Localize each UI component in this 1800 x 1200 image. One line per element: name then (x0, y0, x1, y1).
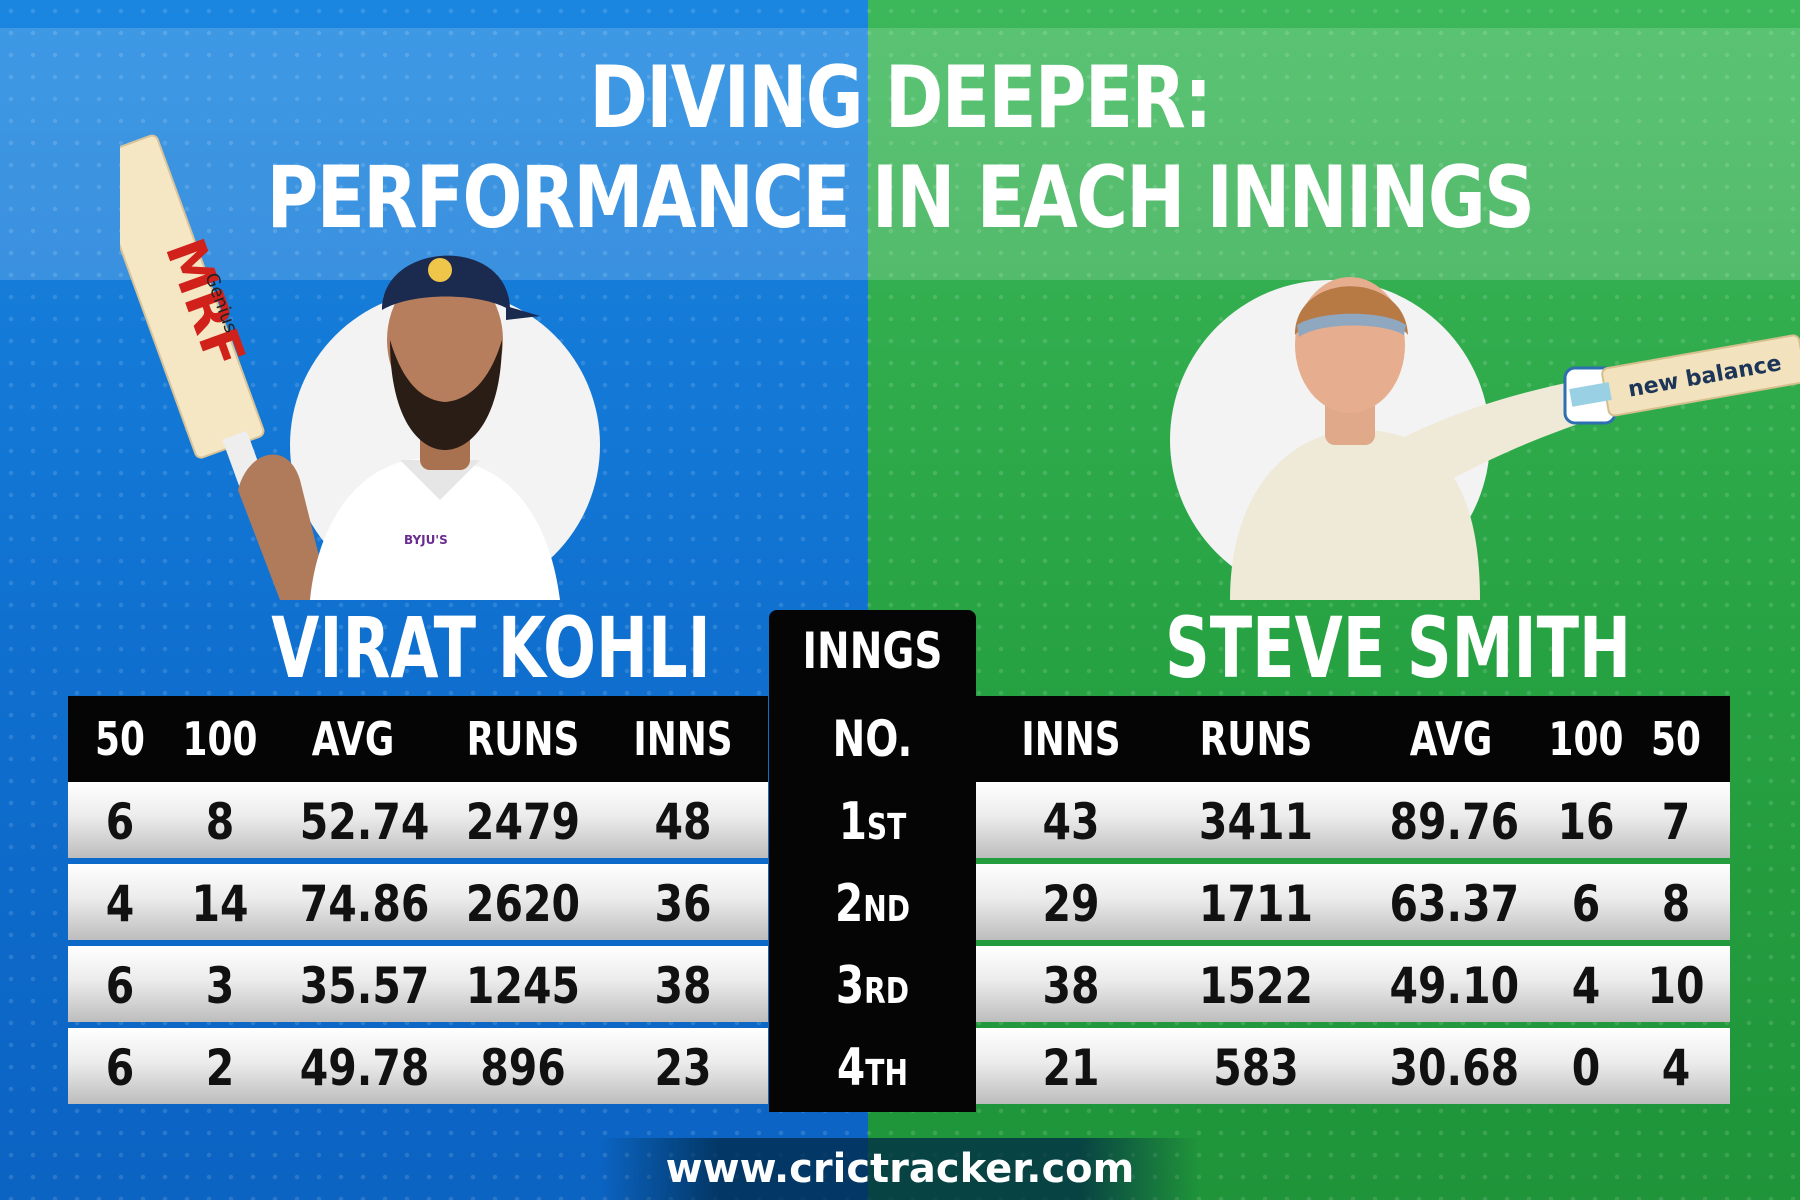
kohli-name: VIRAT KOHLI (271, 599, 711, 697)
smith-cell: 7 (1661, 793, 1691, 851)
table-row: 43 3411 89.76 16 7 (976, 782, 1730, 858)
kohli-cell: 35.57 (299, 957, 430, 1015)
kohli-cell: 52.74 (299, 793, 430, 851)
kohli-cell: 2 (205, 1039, 235, 1097)
kohli-table-header: 50 100 AVG RUNS INNS (68, 696, 768, 782)
innings-suffix: TH (865, 1053, 908, 1094)
smith-cell: 1522 (1198, 957, 1314, 1015)
smith-cell: 49.10 (1389, 957, 1520, 1015)
kohli-cell: 1245 (465, 957, 581, 1015)
innings-suffix: RD (864, 971, 910, 1012)
kohli-cell: 2479 (465, 793, 581, 851)
kohli-cell: 36 (654, 875, 712, 933)
smith-cell: 63.37 (1389, 875, 1520, 933)
smith-header-avg: AVG (1409, 712, 1493, 766)
kohli-cell: 23 (654, 1039, 712, 1097)
kohli-header-avg: AVG (311, 712, 395, 766)
innings-column: INNGS NO. 1ST 2ND 3RD 4TH (769, 610, 976, 1112)
kohli-cell: 6 (105, 957, 135, 1015)
smith-name: STEVE SMITH (1165, 599, 1632, 697)
smith-cell: 16 (1557, 793, 1615, 851)
kohli-cell: 6 (105, 793, 135, 851)
table-row: 6 8 52.74 2479 48 (68, 782, 768, 858)
kohli-cell: 3 (205, 957, 235, 1015)
kohli-cell: 2620 (465, 875, 581, 933)
smith-cell: 0 (1571, 1039, 1601, 1097)
kohli-stats-table: 50 100 AVG RUNS INNS 6 8 52.74 2479 48 4… (68, 696, 768, 1112)
kohli-header-50: 50 (95, 712, 145, 766)
innings-header-line-1: INNGS (802, 622, 943, 680)
kohli-shirt-logo: BYJU'S (404, 533, 448, 547)
smith-cell: 8 (1661, 875, 1691, 933)
title-line-2: PERFORMANCE IN EACH INNINGS (266, 148, 1535, 248)
kohli-cell: 4 (105, 875, 135, 933)
smith-photo-icon: new balance (1230, 277, 1800, 600)
smith-header-runs: RUNS (1199, 712, 1313, 766)
smith-header-inns: INNS (1021, 712, 1121, 766)
kohli-cell: 48 (654, 793, 712, 851)
kohli-cell: 8 (205, 793, 235, 851)
smith-cell: 1711 (1198, 875, 1314, 933)
smith-cell: 6 (1571, 875, 1601, 933)
smith-stats-table: INNS RUNS AVG 100 50 43 3411 89.76 16 7 … (976, 696, 1730, 1112)
innings-number: 3 (835, 956, 865, 1016)
kohli-cell: 6 (105, 1039, 135, 1097)
innings-row: 3RD (792, 946, 953, 1022)
smith-cell: 21 (1042, 1039, 1100, 1097)
innings-number: 2 (834, 874, 864, 934)
kohli-header-100: 100 (182, 712, 258, 766)
smith-cell: 43 (1042, 793, 1100, 851)
title-line-1: DIVING DEEPER: (589, 48, 1212, 148)
table-row: 38 1522 49.10 4 10 (976, 946, 1730, 1022)
table-row: 29 1711 63.37 6 8 (976, 864, 1730, 940)
smith-cell: 3411 (1198, 793, 1314, 851)
smith-header-50: 50 (1651, 712, 1701, 766)
title-band (0, 28, 1800, 280)
smith-cell: 30.68 (1389, 1039, 1520, 1097)
innings-row: 1ST (792, 782, 953, 858)
table-row: 21 583 30.68 0 4 (976, 1028, 1730, 1104)
innings-suffix: ST (866, 807, 907, 848)
smith-cell: 10 (1647, 957, 1705, 1015)
kohli-portrait: MRF Genius BYJU'S (120, 120, 640, 600)
table-row: 6 2 49.78 896 23 (68, 1028, 768, 1104)
kohli-cell: 74.86 (299, 875, 430, 933)
kohli-header-inns: INNS (633, 712, 733, 766)
innings-header-line-2: NO. (832, 710, 913, 768)
kohli-cell: 896 (480, 1039, 566, 1097)
smith-cell: 29 (1042, 875, 1100, 933)
innings-suffix: ND (863, 889, 911, 930)
smith-cell: 583 (1213, 1039, 1299, 1097)
smith-header-100: 100 (1548, 712, 1624, 766)
smith-portrait: new balance (1150, 240, 1800, 600)
smith-cell: 4 (1661, 1039, 1691, 1097)
page-title: DIVING DEEPER: PERFORMANCE IN EACH INNIN… (162, 48, 1638, 248)
innings-number: 1 (838, 792, 867, 852)
smith-cell: 38 (1042, 957, 1100, 1015)
smith-cell: 89.76 (1389, 793, 1520, 851)
kohli-header-runs: RUNS (466, 712, 580, 766)
innings-row: 4TH (792, 1028, 953, 1104)
smith-table-header: INNS RUNS AVG 100 50 (976, 696, 1730, 782)
innings-number: 4 (837, 1038, 866, 1098)
kohli-cell: 14 (191, 875, 249, 933)
kohli-photo-icon: MRF Genius BYJU'S (120, 134, 560, 600)
kohli-cell: 49.78 (299, 1039, 430, 1097)
table-row: 4 14 74.86 2620 36 (68, 864, 768, 940)
kohli-cell: 38 (654, 957, 712, 1015)
innings-row: 2ND (792, 864, 953, 940)
smith-cell: 4 (1571, 957, 1601, 1015)
table-row: 6 3 35.57 1245 38 (68, 946, 768, 1022)
footer-band: www.crictracker.com (600, 1138, 1200, 1200)
footer-url[interactable]: www.crictracker.com (665, 1146, 1135, 1192)
